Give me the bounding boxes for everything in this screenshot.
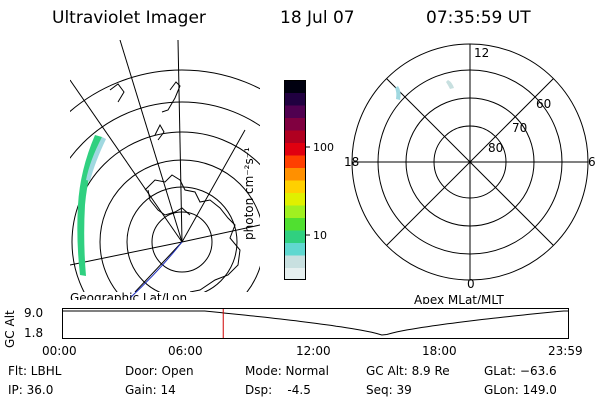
- colorbar-segment: [284, 242, 306, 256]
- colorbar-segment: [284, 117, 306, 131]
- altitude-ytick-1-8: 1.8: [24, 326, 44, 340]
- altitude-ytick-9: 9.0: [24, 306, 44, 320]
- ip-info: IP: 36.0: [8, 383, 54, 397]
- instrument-title: Ultraviolet Imager: [52, 8, 206, 28]
- door-info: Door: Open: [125, 364, 194, 378]
- altitude-plot: [62, 308, 569, 339]
- altitude-xtick-1200: 12:00: [296, 344, 331, 358]
- colorbar-segment: [284, 142, 306, 156]
- gc-alt-info: GC Alt: 8.9 Re: [366, 364, 450, 378]
- colorbar-segment: [284, 205, 306, 218]
- colorbar: [284, 80, 306, 281]
- mlat-label-60: 60: [536, 97, 551, 111]
- geographic-map: Geographic Lat/Lon: [70, 40, 260, 300]
- colorbar-unit-label: photon cm⁻²s⁻¹: [242, 147, 256, 240]
- colorbar-tick-100: 100: [313, 141, 334, 154]
- aurora-emission-band: [77, 135, 106, 276]
- colorbar-tick-10: 10: [313, 229, 327, 242]
- colorbar-segment: [284, 80, 306, 93]
- colorbar-ticks: 100 10: [306, 141, 334, 242]
- colorbar-segment: [284, 255, 306, 268]
- time-label: 07:35:59 UT: [426, 8, 531, 28]
- apex-label: Apex MLat/MLT: [414, 293, 504, 304]
- polar-emission: [395, 80, 454, 100]
- colorbar-segment: [284, 192, 306, 206]
- colorbar-segment: [284, 130, 306, 143]
- altitude-xtick-1800: 18:00: [422, 344, 457, 358]
- altitude-ylabel: GC Alt: [3, 310, 17, 348]
- mode-info: Mode: Normal: [245, 364, 329, 378]
- altitude-xtick-0600: 06:00: [168, 344, 203, 358]
- mlt-label-18: 18: [344, 155, 359, 169]
- mlt-label-6: 6: [588, 155, 596, 169]
- colorbar-segment: [284, 230, 306, 243]
- seq-info: Seq: 39: [366, 383, 412, 397]
- colorbar-gradient: [284, 80, 306, 281]
- date-label: 18 Jul 07: [280, 8, 355, 28]
- geographic-label: Geographic Lat/Lon: [70, 291, 187, 300]
- colorbar-segment: [284, 217, 306, 231]
- colorbar-segment: [284, 167, 306, 181]
- dsp-info: Dsp: -4.5: [245, 383, 311, 397]
- glon-info: GLon: 149.0: [484, 383, 557, 397]
- mlat-label-80: 80: [488, 141, 503, 155]
- filter-info: Flt: LBHL: [8, 364, 62, 378]
- altitude-xtick-2359: 23:59: [548, 344, 583, 358]
- colorbar-segment: [284, 180, 306, 193]
- mlt-label-12: 12: [474, 46, 489, 60]
- colorbar-segment: [284, 105, 306, 118]
- apex-polar-plot: 12 18 6 0 60 70 80 Apex MLat/MLT: [344, 43, 596, 304]
- colorbar-segment: [284, 92, 306, 106]
- mlat-label-70: 70: [512, 121, 527, 135]
- mlt-label-0: 0: [467, 277, 475, 291]
- colorbar-segment: [284, 267, 306, 281]
- gain-info: Gain: 14: [125, 383, 176, 397]
- altitude-xtick-0000: 00:00: [42, 344, 77, 358]
- colorbar-segment: [284, 155, 306, 168]
- glat-info: GLat: −63.6: [484, 364, 557, 378]
